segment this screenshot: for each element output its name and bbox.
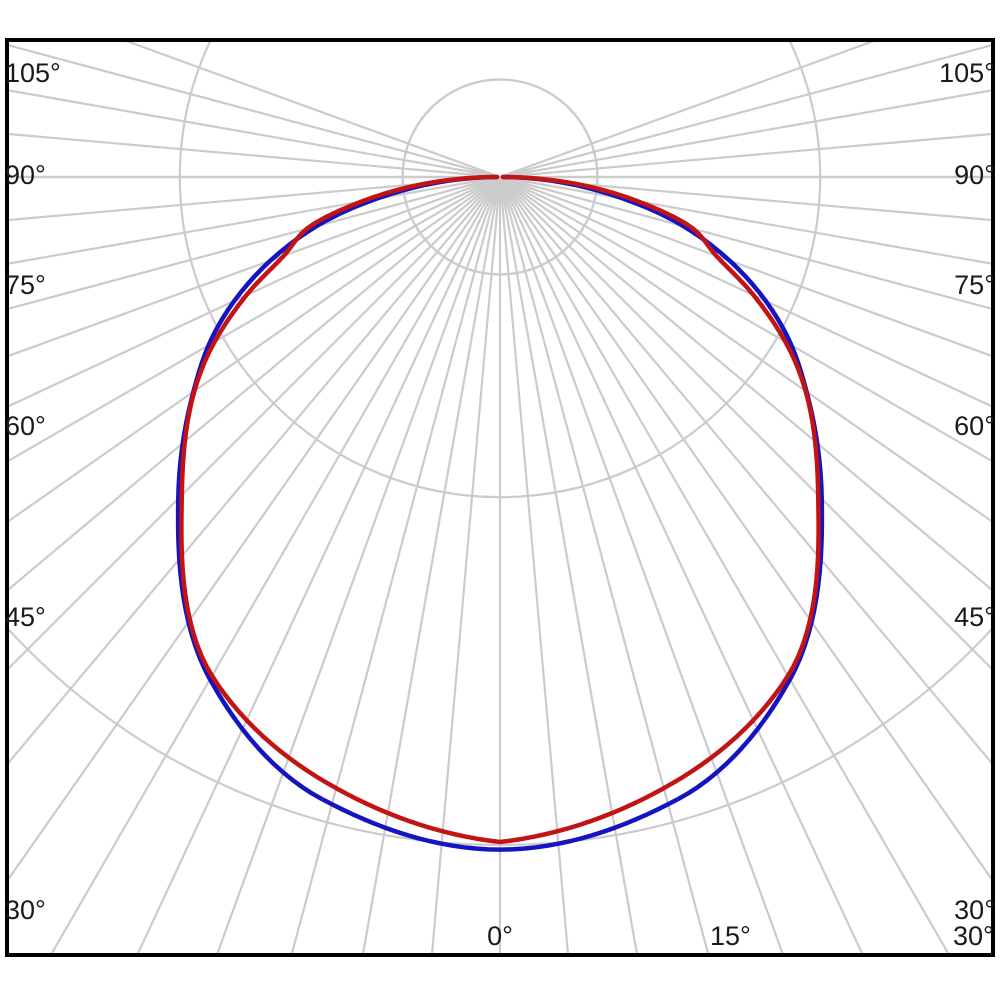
svg-text:60°: 60°	[954, 411, 995, 441]
svg-text:30°: 30°	[5, 895, 46, 925]
svg-text:105°: 105°	[5, 58, 61, 88]
svg-text:45°: 45°	[5, 602, 46, 632]
svg-text:15°: 15°	[710, 921, 751, 951]
svg-text:75°: 75°	[954, 270, 995, 300]
svg-text:0°: 0°	[487, 921, 513, 951]
svg-text:60°: 60°	[5, 411, 46, 441]
svg-text:45°: 45°	[954, 602, 995, 632]
svg-text:90°: 90°	[954, 160, 995, 190]
svg-text:105°: 105°	[939, 58, 995, 88]
svg-text:75°: 75°	[5, 270, 46, 300]
svg-text:90°: 90°	[5, 160, 46, 190]
svg-text:30°: 30°	[953, 921, 994, 951]
